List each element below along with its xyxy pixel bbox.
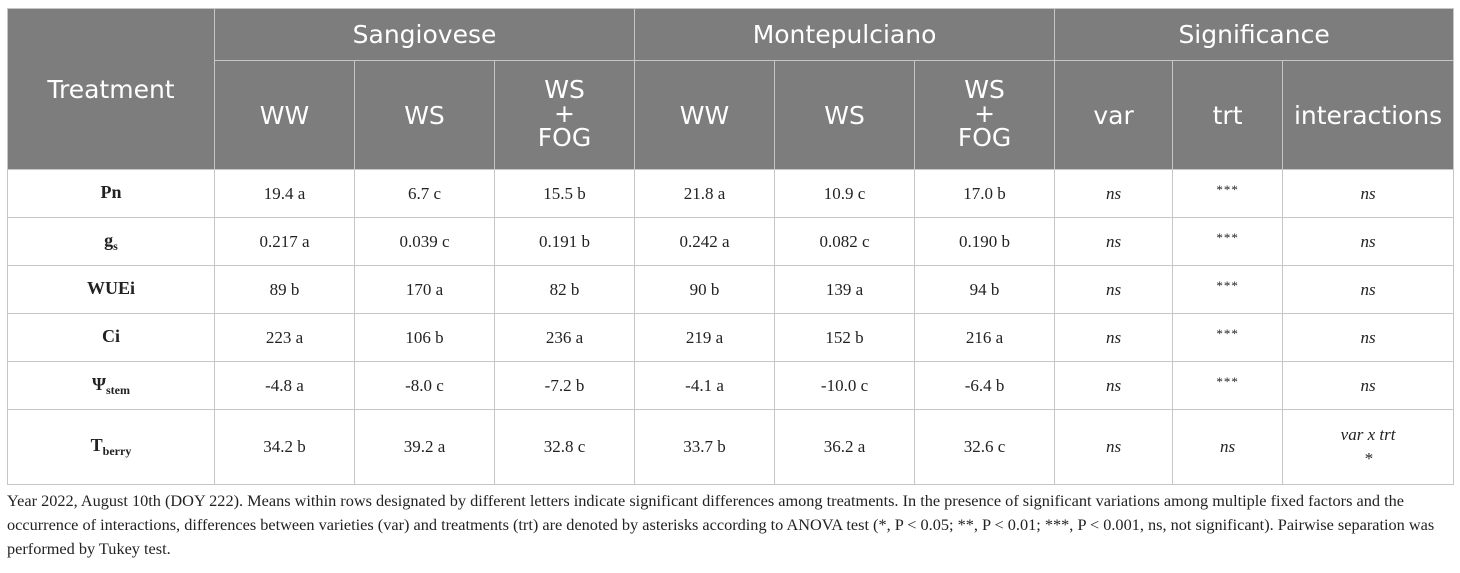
cell-sangiovese-ww: 0.217 a [214,217,355,266]
table-row: Ci 223 a 106 b 236 a 219 a 152 b 216 a n… [7,313,1455,362]
cell-sangiovese-ws: 39.2 a [354,409,495,485]
interaction-term: var x trt [1340,425,1396,444]
cell-sangiovese-ws: 0.039 c [354,217,495,266]
results-table: Treatment Sangiovese Montepulciano Signi… [7,8,1455,485]
header-trt: trt [1172,60,1284,170]
interaction-significance: * [1363,449,1373,468]
cell-trt: *** [1172,265,1284,314]
table-row: Ψstem -4.8 a -8.0 c -7.2 b -4.1 a -10.0 … [7,361,1455,410]
table-row: gs 0.217 a 0.039 c 0.191 b 0.242 a 0.082… [7,217,1455,266]
header-montepulciano-ww: WW [634,60,776,170]
cell-var: ns [1054,313,1174,362]
cell-sangiovese-ws: 6.7 c [354,169,495,218]
cell-montepulciano-wsfog: 216 a [914,313,1056,362]
header-treatment: Treatment [7,8,215,170]
cell-montepulciano-ww: 90 b [634,265,776,314]
cell-montepulciano-ws: 10.9 c [774,169,916,218]
cell-montepulciano-wsfog: 32.6 c [914,409,1056,485]
cell-var: ns [1054,361,1174,410]
row-label: Tberry [7,409,215,485]
cell-montepulciano-wsfog: 94 b [914,265,1056,314]
header-var: var [1054,60,1174,170]
cell-montepulciano-ws: -10.0 c [774,361,916,410]
cell-montepulciano-ww: 0.242 a [634,217,776,266]
cell-sangiovese-wsfog: -7.2 b [493,361,636,410]
cell-sangiovese-wsfog: 82 b [493,265,636,314]
wsfog-line-3: FOG [957,123,1012,152]
wsfog-line-2: + [554,99,575,128]
cell-montepulciano-ws: 0.082 c [774,217,916,266]
cell-sangiovese-ws: 106 b [354,313,495,362]
cell-interactions: ns [1282,217,1455,266]
cell-montepulciano-wsfog: -6.4 b [914,361,1056,410]
row-label: WUEi [7,265,215,314]
cell-trt: *** [1172,217,1284,266]
header-interactions: interactions [1282,60,1455,170]
wsfog-line-3: FOG [537,123,592,152]
row-label: gs [7,217,215,266]
cell-montepulciano-ww: -4.1 a [634,361,776,410]
table-footnote: Year 2022, August 10th (DOY 222). Means … [7,491,1435,558]
cell-sangiovese-ws: 170 a [354,265,495,314]
header-sangiovese-ww: WW [214,60,355,170]
table-row: WUEi 89 b 170 a 82 b 90 b 139 a 94 b ns … [7,265,1455,314]
row-label: Pn [7,169,215,218]
cell-montepulciano-wsfog: 0.190 b [914,217,1056,266]
cell-montepulciano-ws: 139 a [774,265,916,314]
table-row: Tberry 34.2 b 39.2 a 32.8 c 33.7 b 36.2 … [7,409,1455,485]
cell-var: ns [1054,409,1174,485]
cell-var: ns [1054,265,1174,314]
cell-sangiovese-ww: 19.4 a [214,169,355,218]
cell-sangiovese-ww: 223 a [214,313,355,362]
cell-sangiovese-wsfog: 32.8 c [493,409,636,485]
cell-montepulciano-wsfog: 17.0 b [914,169,1056,218]
row-label: Ci [7,313,215,362]
cell-var: ns [1054,217,1174,266]
cell-interactions: ns [1282,169,1455,218]
table-row: Pn 19.4 a 6.7 c 15.5 b 21.8 a 10.9 c 17.… [7,169,1455,218]
cell-montepulciano-ww: 21.8 a [634,169,776,218]
cell-sangiovese-wsfog: 236 a [493,313,636,362]
cell-montepulciano-ws: 36.2 a [774,409,916,485]
header-sangiovese-wsfog: WS + FOG [493,60,636,170]
cell-sangiovese-wsfog: 0.191 b [493,217,636,266]
cell-interactions: ns [1282,265,1455,314]
cell-sangiovese-ww: 89 b [214,265,355,314]
cell-sangiovese-wsfog: 15.5 b [493,169,636,218]
cell-interactions: ns [1282,361,1455,410]
header-montepulciano-wsfog: WS + FOG [914,60,1056,170]
header-montepulciano-ws: WS [774,60,916,170]
header-sangiovese: Sangiovese [213,8,636,61]
cell-sangiovese-ww: -4.8 a [214,361,355,410]
cell-montepulciano-ww: 33.7 b [634,409,776,485]
table-body: Pn 19.4 a 6.7 c 15.5 b 21.8 a 10.9 c 17.… [7,169,1455,485]
wsfog-line-2: + [974,99,996,128]
cell-montepulciano-ww: 219 a [634,313,776,362]
table-header: Treatment Sangiovese Montepulciano Signi… [7,8,1455,170]
cell-trt: *** [1172,169,1284,218]
cell-var: ns [1054,169,1174,218]
cell-trt: ns [1172,409,1284,485]
cell-montepulciano-ws: 152 b [774,313,916,362]
cell-trt: *** [1172,361,1284,410]
cell-sangiovese-ww: 34.2 b [214,409,355,485]
cell-sangiovese-ws: -8.0 c [354,361,495,410]
results-table-container: Treatment Sangiovese Montepulciano Signi… [7,8,1455,485]
cell-trt: *** [1172,313,1284,362]
header-sangiovese-ws: WS [354,60,495,170]
cell-interactions: ns [1282,313,1455,362]
header-significance: Significance [1054,8,1455,61]
cell-interactions: var x trt * [1282,409,1455,485]
wsfog-line-1: WS [544,75,585,104]
header-montepulciano: Montepulciano [634,8,1056,61]
row-label: Ψstem [7,361,215,410]
wsfog-line-1: WS [964,75,1005,104]
